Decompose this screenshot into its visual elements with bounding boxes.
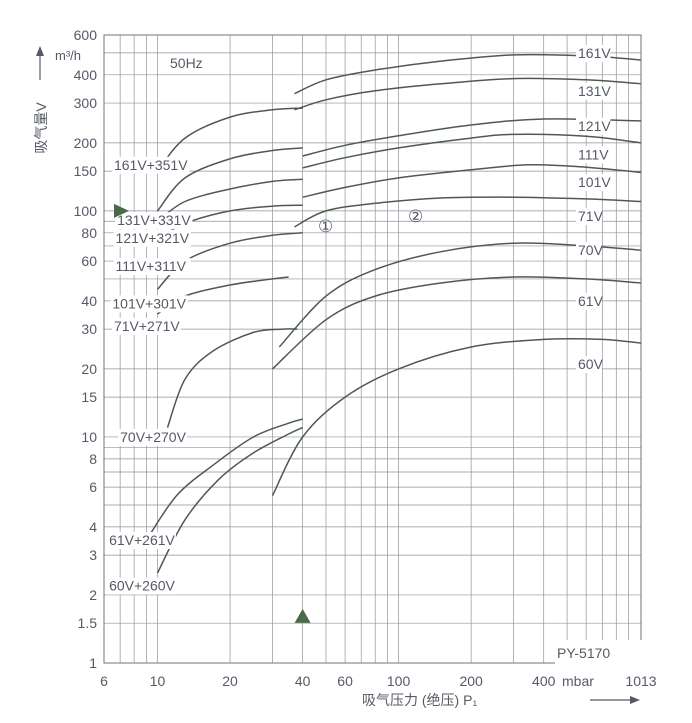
marker-triangle-up-icon — [294, 608, 311, 623]
frequency-label: 50Hz — [170, 55, 203, 71]
series-label: 111V+311V — [116, 258, 187, 274]
series-label: 161V — [578, 45, 611, 61]
series-curve-9 — [156, 107, 303, 172]
series-curve-10 — [156, 147, 303, 212]
y-tick-label: 20 — [81, 361, 97, 377]
series-curve-5 — [294, 196, 642, 228]
y-tick-label: 60 — [81, 253, 97, 269]
x-tick-label: 400 — [532, 673, 556, 689]
y-tick-label: 3 — [89, 547, 97, 563]
series-label-bg — [111, 156, 190, 174]
x-tick-label: 20 — [222, 673, 238, 689]
series-label-bg — [107, 532, 176, 550]
series-label-bg — [113, 258, 191, 276]
y-tick-label: 8 — [89, 451, 97, 467]
series-label-bg — [576, 117, 611, 135]
y-axis-unit: m³/h — [55, 48, 81, 63]
series-label: 61V+261V — [109, 532, 175, 548]
series-label: 121V+321V — [116, 230, 190, 246]
y-tick-label: 10 — [81, 429, 97, 445]
series-label: 60V — [578, 356, 604, 372]
y-axis-label: 吸气量V — [33, 102, 49, 154]
x-tick-label: 6 — [100, 673, 108, 689]
series-label-bg — [576, 82, 611, 100]
x-tick-label: 100 — [387, 673, 411, 689]
y-tick-label: 400 — [74, 67, 98, 83]
series-curve-8 — [271, 337, 642, 496]
series-curve-1 — [294, 77, 642, 111]
series-label: 131V+331V — [117, 212, 191, 228]
curves — [145, 53, 642, 574]
x-tick-label: 200 — [459, 673, 483, 689]
series-label: 161V+351V — [114, 157, 188, 173]
y-tick-label: 1.5 — [78, 615, 98, 631]
region-label-2: ② — [408, 207, 423, 226]
ticks: 6 10 20 40 60 100 200 400 1013 1 1.5 2 3 4 6 8 10 15 20 30 4… — [74, 27, 657, 689]
y-tick-label: 300 — [74, 95, 98, 111]
series-label-bg — [576, 207, 602, 225]
y-tick-label: 200 — [74, 135, 98, 151]
y-tick-label: 1 — [89, 655, 97, 671]
series-curve-4 — [302, 163, 642, 198]
series-label: 111V — [578, 146, 609, 162]
series-label: 60V+260V — [109, 578, 175, 594]
series-curve-17 — [156, 426, 303, 574]
y-tick-label: 100 — [74, 203, 98, 219]
series-label: 131V — [578, 83, 611, 99]
model-label-bg — [555, 640, 643, 664]
series-label: 70V+270V — [120, 429, 186, 445]
x-tick-label: 10 — [150, 673, 166, 689]
x-axis-label: 吸气压力 (绝压) P₁ — [362, 692, 477, 708]
series-label-bg — [115, 212, 193, 230]
series-label: 71V+271V — [114, 318, 180, 334]
marker-triangle-right-icon — [114, 203, 129, 218]
x-axis-unit: mbar — [562, 673, 594, 689]
markers — [114, 203, 311, 623]
y-tick-label: 2 — [89, 587, 97, 603]
y-tick-label: 40 — [81, 293, 97, 309]
series-label: 101V+301V — [112, 295, 186, 311]
series-label-bg — [113, 229, 191, 247]
series-labels: 161V 131V 121V 111V 101V 71V 70V 61V 60V 161V+351… — [107, 44, 611, 595]
series-label: 70V — [578, 242, 604, 258]
y-tick-label: 30 — [81, 321, 97, 337]
series-label: 121V — [578, 118, 611, 134]
x-tick-label: 1013 — [625, 673, 656, 689]
x-axis-arrow-icon — [630, 696, 640, 704]
series-label-bg — [110, 295, 188, 313]
grid — [103, 34, 642, 664]
series-label: 101V — [578, 174, 611, 190]
x-tick-label: 40 — [295, 673, 311, 689]
series-label: 61V — [578, 293, 604, 309]
series-curve-11 — [157, 178, 303, 222]
y-tick-label: 80 — [81, 225, 97, 241]
y-tick-label: 6 — [89, 479, 97, 495]
series-curve-16 — [145, 418, 303, 541]
y-tick-label: 150 — [74, 163, 98, 179]
series-label-bg — [111, 317, 181, 335]
x-tick-label: 60 — [337, 673, 353, 689]
series-label-bg — [576, 146, 611, 164]
model-label: PY-5170 — [557, 645, 610, 661]
series-label-bg — [107, 577, 176, 595]
series-label: 71V — [578, 208, 604, 224]
region-label-1: ① — [318, 217, 333, 236]
series-label-bg — [576, 292, 602, 310]
y-axis-arrow-icon — [36, 46, 44, 56]
series-curve-2 — [302, 118, 642, 157]
series-label-bg — [576, 242, 602, 260]
series-curve-7 — [271, 276, 642, 370]
series-label-bg — [576, 174, 611, 192]
y-tick-label: 4 — [89, 519, 97, 535]
series-curve-3 — [302, 133, 642, 169]
y-tick-label: 600 — [74, 27, 98, 43]
series-curve-15 — [166, 328, 298, 428]
series-label-bg — [576, 356, 602, 374]
series-label-bg — [576, 44, 611, 62]
plot-frame — [103, 34, 642, 664]
series-label-bg — [118, 428, 187, 446]
y-tick-label: 15 — [81, 389, 97, 405]
